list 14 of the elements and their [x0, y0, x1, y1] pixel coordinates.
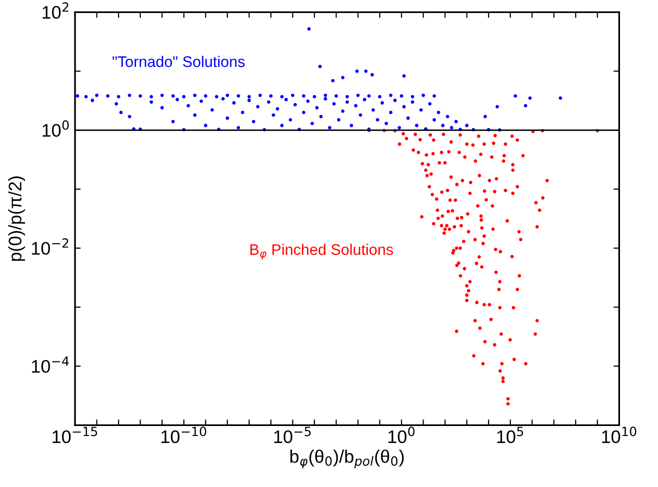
annotation: B$_{φ}$ Pinched Solutions	[250, 244, 393, 260]
y-tick-label: 10$^{−4}$	[32, 356, 69, 373]
x-tick-label: 10$^{−5}$	[274, 426, 311, 444]
x-tick-label: 10$^{0}$	[388, 426, 415, 444]
y-axis-title: p(0)/p(π/2)	[8, 176, 26, 261]
y-tick-label: 10$^{−2}$	[32, 238, 68, 255]
x-tick-label: 10$^{5}$	[497, 426, 524, 444]
x-tick-label: 10$^{−15}$	[52, 426, 98, 444]
y-tick-label: 10$^{2}$	[42, 2, 68, 19]
y-tick-label: 10$^{0}$	[42, 120, 69, 137]
text: b$_{φ}$(θ$_{0}$)/b$_{pol}$(θ$_{0}$)	[290, 450, 404, 468]
annotation: "Tornado" Solutions	[112, 56, 245, 68]
x-tick-label: 10$^{10}$	[602, 426, 636, 444]
x-tick-label: 10$^{−10}$	[161, 426, 206, 444]
